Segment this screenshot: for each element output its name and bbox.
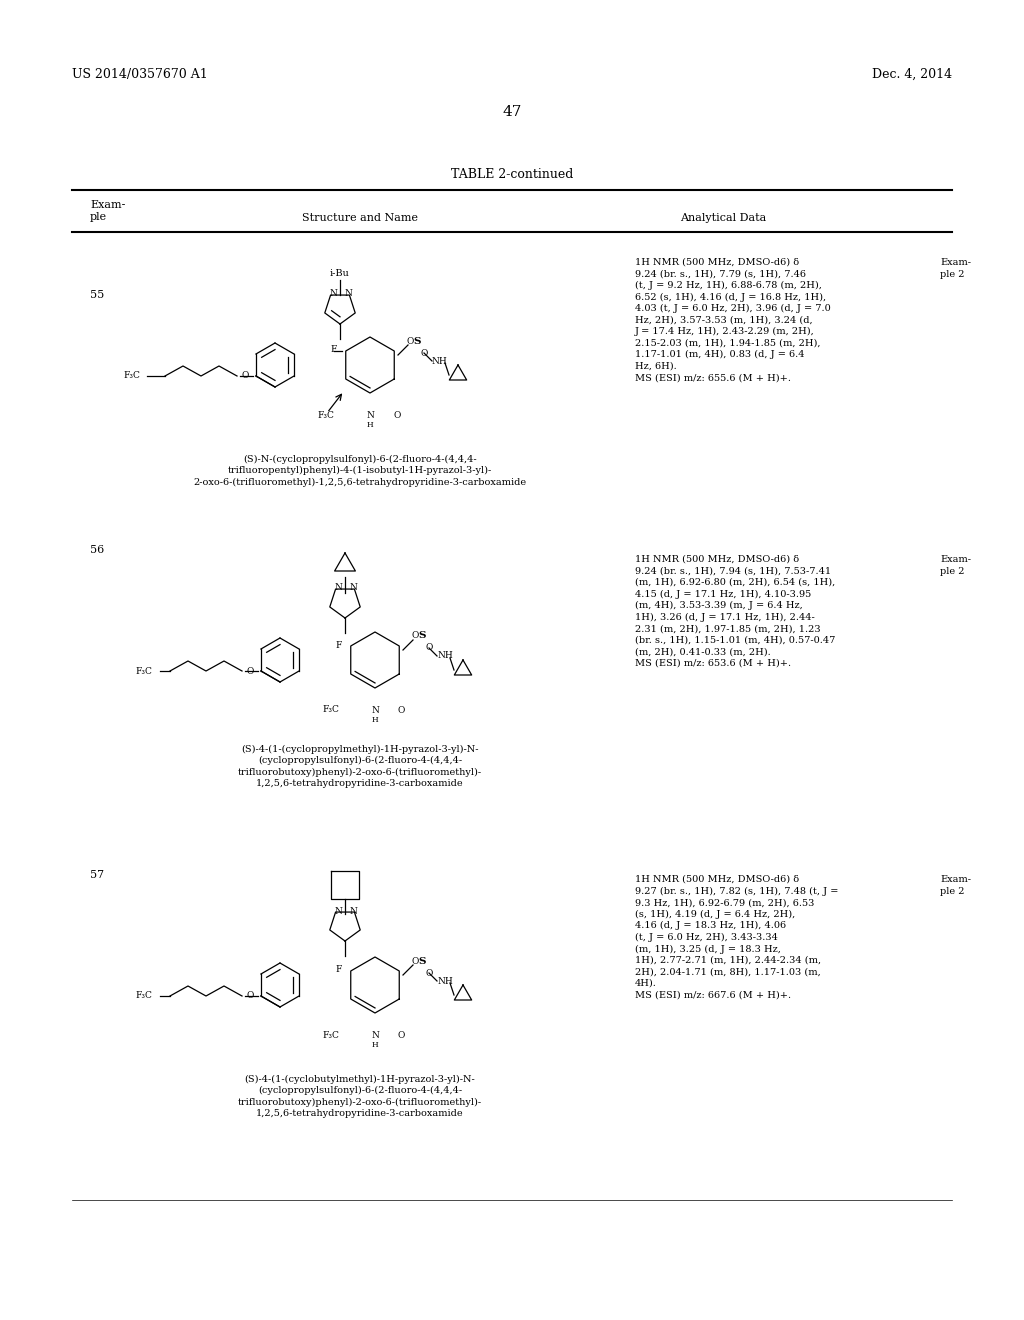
Text: O: O [412,631,419,640]
Text: (S)-N-(cyclopropylsulfonyl)-6-(2-fluoro-4-(4,4,4-
trifluoropentyl)phenyl)-4-(1-i: (S)-N-(cyclopropylsulfonyl)-6-(2-fluoro-… [194,455,526,487]
Text: Exam-: Exam- [940,875,971,884]
Text: 1H NMR (500 MHz, DMSO-d6) δ
9.27 (br. s., 1H), 7.82 (s, 1H), 7.48 (t, J =
9.3 Hz: 1H NMR (500 MHz, DMSO-d6) δ 9.27 (br. s.… [635,875,839,999]
Text: N: N [349,907,357,916]
Text: US 2014/0357670 A1: US 2014/0357670 A1 [72,69,208,81]
Text: N: N [371,1031,379,1040]
Text: O: O [247,667,254,676]
Text: N: N [366,411,374,420]
Text: Analytical Data: Analytical Data [680,213,766,223]
Text: S: S [414,337,421,346]
Text: Structure and Name: Structure and Name [302,213,418,223]
Text: S: S [418,631,426,640]
Text: 1H NMR (500 MHz, DMSO-d6) δ
9.24 (br. s., 1H), 7.79 (s, 1H), 7.46
(t, J = 9.2 Hz: 1H NMR (500 MHz, DMSO-d6) δ 9.24 (br. s.… [635,257,830,383]
Text: (S)-4-(1-(cyclopropylmethyl)-1H-pyrazol-3-yl)-N-
(cyclopropylsulfonyl)-6-(2-fluo: (S)-4-(1-(cyclopropylmethyl)-1H-pyrazol-… [238,744,482,788]
Text: O: O [425,969,433,978]
Text: (S)-4-(1-(cyclobutylmethyl)-1H-pyrazol-3-yl)-N-
(cyclopropylsulfonyl)-6-(2-fluor: (S)-4-(1-(cyclobutylmethyl)-1H-pyrazol-3… [238,1074,482,1118]
Text: NH: NH [437,652,453,660]
Text: 55: 55 [90,290,104,300]
Text: F₃C: F₃C [323,1031,339,1040]
Text: O: O [398,706,406,715]
Text: ple 2: ple 2 [940,271,965,279]
Text: F: F [331,346,337,355]
Text: Exam-: Exam- [940,554,971,564]
Text: Dec. 4, 2014: Dec. 4, 2014 [871,69,952,81]
Text: O: O [398,1031,406,1040]
Text: H: H [372,1041,378,1049]
Text: Exam-: Exam- [90,201,125,210]
Text: NH: NH [432,356,447,366]
Text: F₃C: F₃C [323,705,339,714]
Text: H: H [367,421,374,429]
Text: F₃C: F₃C [135,667,152,676]
Text: i-Bu: i-Bu [330,269,350,279]
Text: O: O [393,411,400,420]
Text: N: N [329,289,337,298]
Text: O: O [242,371,249,380]
Text: O: O [407,337,414,346]
Text: H: H [372,715,378,723]
Text: 47: 47 [503,106,521,119]
Text: 56: 56 [90,545,104,554]
Text: NH: NH [437,977,453,986]
Text: ple: ple [90,213,108,222]
Text: O: O [412,957,419,965]
Text: F₃C: F₃C [123,371,140,380]
Text: N: N [344,289,352,298]
Text: TABLE 2-continued: TABLE 2-continued [451,168,573,181]
Text: N: N [349,583,357,593]
Text: O: O [247,991,254,1001]
Text: 57: 57 [90,870,104,880]
Text: F: F [336,965,342,974]
Text: N: N [334,583,342,593]
Text: S: S [418,957,426,965]
Text: ple 2: ple 2 [940,568,965,576]
Text: N: N [371,706,379,715]
Text: ple 2: ple 2 [940,887,965,896]
Text: 1H NMR (500 MHz, DMSO-d6) δ
9.24 (br. s., 1H), 7.94 (s, 1H), 7.53-7.41
(m, 1H), : 1H NMR (500 MHz, DMSO-d6) δ 9.24 (br. s.… [635,554,836,668]
Text: F: F [336,640,342,649]
Text: F₃C: F₃C [135,991,152,1001]
Text: O: O [420,348,428,358]
Text: F₃C: F₃C [317,411,334,420]
Text: N: N [334,907,342,916]
Text: O: O [425,644,433,652]
Text: Exam-: Exam- [940,257,971,267]
